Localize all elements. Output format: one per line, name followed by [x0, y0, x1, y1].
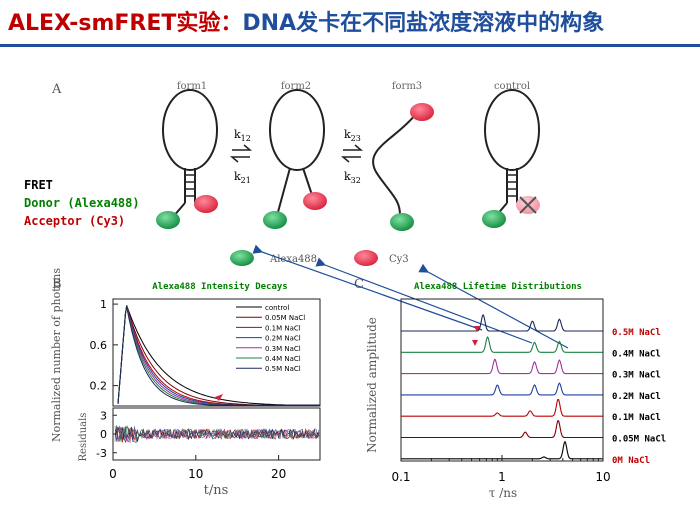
title-part2: DNA发卡在不同盐浓度溶液中的构象 — [242, 11, 605, 36]
residual-trace-5 — [114, 425, 320, 443]
x-tick-label: 0.1 — [391, 470, 410, 484]
chart-b-title: Alexa488 Intensity Decays — [152, 281, 287, 292]
x-tick-label: 1 — [498, 470, 506, 484]
cy3-dye-key — [354, 250, 378, 266]
y-tick-label: 0.2 — [90, 380, 108, 393]
chart-b-ylabel: Normalized number of photons — [50, 268, 63, 442]
equilibrium-arrows-2 — [340, 144, 364, 163]
chart-b-residuals — [114, 425, 320, 444]
control-hairpin — [484, 89, 540, 217]
control-label: control — [494, 81, 530, 92]
legend-label-5: 0.4M NaCl — [265, 355, 301, 363]
legend-label-6: 0.5M NaCl — [265, 365, 301, 373]
legend-label-0: control — [265, 304, 289, 312]
slide-title: ALEX-smFRET实验：DNA发卡在不同盐浓度溶液中的构象 — [8, 4, 698, 44]
x-tick-label: 10 — [188, 467, 203, 481]
control-cross-icon — [519, 196, 537, 214]
chart-c-xlabel: τ /ns — [489, 486, 517, 500]
fret-legend: FRET Donor (Alexa488) Acceptor (Cy3) — [24, 176, 140, 230]
form3-acceptor-dye — [410, 103, 434, 121]
series-label-0: 0.5M NaCl — [612, 328, 661, 338]
chart-c-axes: 0.1 1 10 — [391, 455, 611, 484]
control-donor-dye — [482, 210, 506, 228]
distribution-line-2 — [401, 358, 603, 375]
series-label-1: 0.4M NaCl — [612, 349, 661, 359]
chart-b-frame — [112, 298, 321, 407]
panel-label-b: B — [52, 277, 62, 292]
panel-label-a: A — [51, 82, 62, 97]
residual-tick-label: 3 — [100, 409, 107, 422]
series-label-4: 0.1M NaCl — [612, 413, 661, 423]
legend-donor: Donor (Alexa488) — [24, 196, 140, 210]
decay-curve-6 — [117, 306, 320, 406]
chart-b-residuals-ylabel: Residuals — [78, 413, 89, 462]
residual-tick-label: -3 — [96, 447, 107, 460]
rate-k21: k21 — [234, 170, 251, 185]
legend-label-1: 0.05M NaCl — [265, 314, 305, 322]
x-tick-label: 0 — [109, 467, 117, 481]
legend-label-2: 0.1M NaCl — [265, 324, 301, 332]
y-tick-label: 0.6 — [90, 339, 108, 352]
x-tick-label: 20 — [271, 467, 286, 481]
chart-c-ylabel: Normalized amplitude — [365, 317, 379, 453]
form3-donor-dye — [390, 213, 414, 231]
panel-label-c: C — [354, 277, 364, 292]
form2-hairpin — [269, 89, 325, 213]
form2-acceptor-dye — [303, 192, 327, 210]
series-label-6: 0M NaCl — [612, 456, 650, 466]
cy3-dye-label: Cy3 — [389, 254, 409, 265]
legend-label-3: 0.2M NaCl — [265, 335, 301, 343]
distribution-line-4 — [401, 398, 603, 417]
series-label-2: 0.3M NaCl — [612, 371, 661, 381]
x-tick-label: 10 — [595, 470, 610, 484]
form3-strand — [372, 114, 416, 216]
rate-k12: k12 — [234, 128, 251, 143]
chart-b-curves — [117, 305, 320, 406]
distribution-line-3 — [401, 382, 603, 396]
legend-fret: FRET — [24, 178, 53, 192]
residual-trace-6 — [114, 426, 320, 444]
chart-c-marker-2 — [472, 340, 478, 346]
residual-trace-4 — [114, 425, 320, 442]
title-part1: ALEX-smFRET实验： — [8, 11, 243, 36]
peak-form-arrows — [252, 244, 569, 349]
chart-c-frame — [400, 298, 604, 462]
form3-label: form3 — [392, 81, 422, 92]
equilibrium-arrows-1 — [229, 144, 253, 163]
residual-tick-label: 0 — [100, 428, 107, 441]
title-underline — [0, 44, 700, 47]
form2-donor-dye — [263, 211, 287, 229]
distribution-line-5 — [401, 420, 603, 439]
y-tick-label: 1 — [100, 298, 107, 311]
form1-label: form1 — [177, 81, 207, 92]
rate-k23: k23 — [344, 128, 361, 143]
form1-acceptor-dye — [194, 195, 218, 213]
chart-c-series-labels: 0.5M NaCl 0.4M NaCl 0.3M NaCl 0.2M NaCl 0.1M… — [612, 328, 666, 466]
chart-b-legend: control 0.05M NaCl 0.1M NaCl 0.2M NaCl 0.3M … — [236, 304, 305, 373]
distribution-line-0 — [401, 314, 603, 332]
chart-c-lines — [401, 314, 603, 460]
series-label-3: 0.2M NaCl — [612, 392, 661, 402]
chart-b-xlabel: t/ns — [204, 483, 229, 498]
chart-c-marker-1 — [474, 326, 480, 332]
chart-c-title: Alexa488 Lifetime Distributions — [414, 281, 582, 292]
chart-b-marker-arrow — [215, 394, 223, 401]
legend-label-4: 0.3M NaCl — [265, 345, 301, 353]
form1-donor-dye — [156, 211, 180, 229]
rate-k32: k32 — [344, 170, 361, 185]
alexa-dye-key — [230, 250, 254, 266]
legend-acceptor: Acceptor (Cy3) — [24, 214, 126, 228]
series-label-5: 0.05M NaCl — [612, 435, 666, 445]
distribution-line-1 — [401, 336, 603, 353]
form2-label: form2 — [281, 81, 311, 92]
alexa-dye-label: Alexa488 — [269, 254, 317, 265]
